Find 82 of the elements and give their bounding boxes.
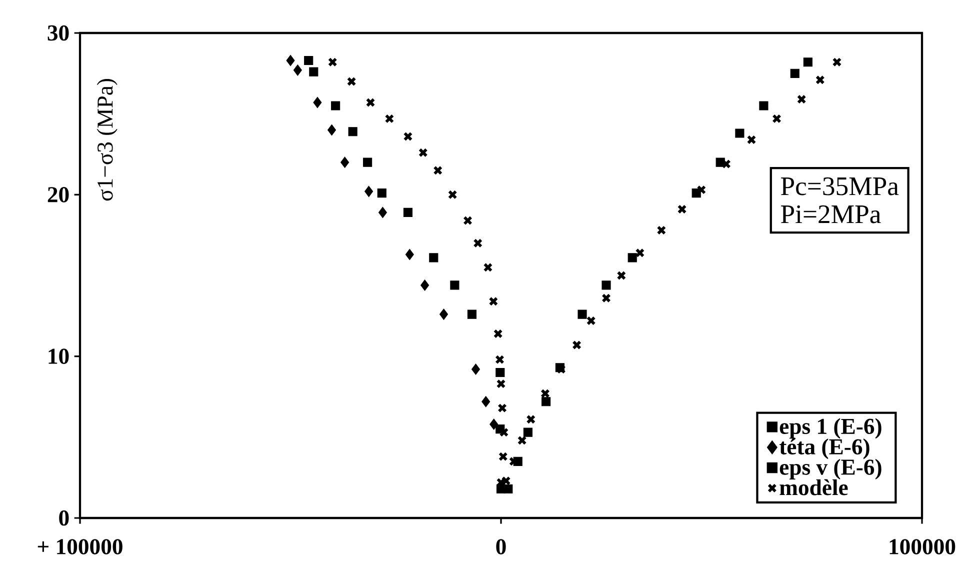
point [327,124,336,136]
x-tick-label: 0 [496,539,506,554]
point [403,132,413,142]
point [293,64,302,76]
point [499,428,509,437]
point [346,76,356,86]
legend-label: eps 1 (E-6) [780,418,882,439]
point [403,208,412,217]
point [790,68,800,78]
point [495,354,504,364]
point [656,226,666,235]
point [363,158,372,167]
point [759,101,768,110]
point [498,452,508,462]
point [463,216,472,226]
point [578,310,587,319]
point [496,368,505,378]
point [328,57,338,67]
x-tick-label: + 100000 [38,539,122,554]
point [696,185,706,194]
y-tick-label: 0 [59,510,69,526]
point [483,262,493,272]
point [378,206,387,218]
point [616,270,626,280]
point [450,280,460,290]
point [542,397,551,406]
point [523,428,532,437]
point [377,188,386,198]
point [471,364,480,375]
point [635,248,645,258]
annotation: Pi=2MPa [781,205,881,224]
point [722,159,731,169]
point [490,418,498,430]
point [340,156,350,168]
y-tick-label: 10 [48,348,69,364]
point [473,238,483,248]
point [467,310,476,319]
point [313,96,322,108]
point [735,128,744,138]
point [832,57,842,67]
annotation: Pc=35MPa [781,177,899,196]
point [331,101,340,110]
point [498,403,507,413]
point [366,98,376,108]
point [602,293,611,303]
point [429,253,438,262]
point [309,67,318,76]
point [572,340,582,350]
point [488,296,498,306]
x-tick-label: 100000 [890,539,956,554]
y-tick-label: 20 [48,187,69,202]
point [526,414,536,424]
point [803,58,812,67]
point [286,54,295,66]
point [482,396,490,408]
legend-label: téta (E-6) [779,438,870,460]
point [348,127,358,136]
point [420,280,430,291]
legend-label: modèle [780,479,848,496]
point [439,308,448,320]
point [384,114,394,124]
point [496,379,506,388]
point [517,436,527,446]
point [405,248,414,260]
point [304,56,314,66]
point [602,280,611,290]
point [796,94,806,104]
y-axis-title: σ1−σ3 (MPa) [96,78,118,201]
point [628,253,637,262]
point [433,166,443,176]
point [364,186,374,198]
point [540,388,550,398]
point [772,114,782,124]
point [448,190,458,200]
point [815,75,825,85]
point [586,316,596,326]
point [677,204,687,214]
legend-label: eps v (E-6) [780,458,882,480]
point [746,135,756,144]
y-tick-label: 30 [48,25,69,41]
point [493,329,503,338]
point [418,148,428,158]
